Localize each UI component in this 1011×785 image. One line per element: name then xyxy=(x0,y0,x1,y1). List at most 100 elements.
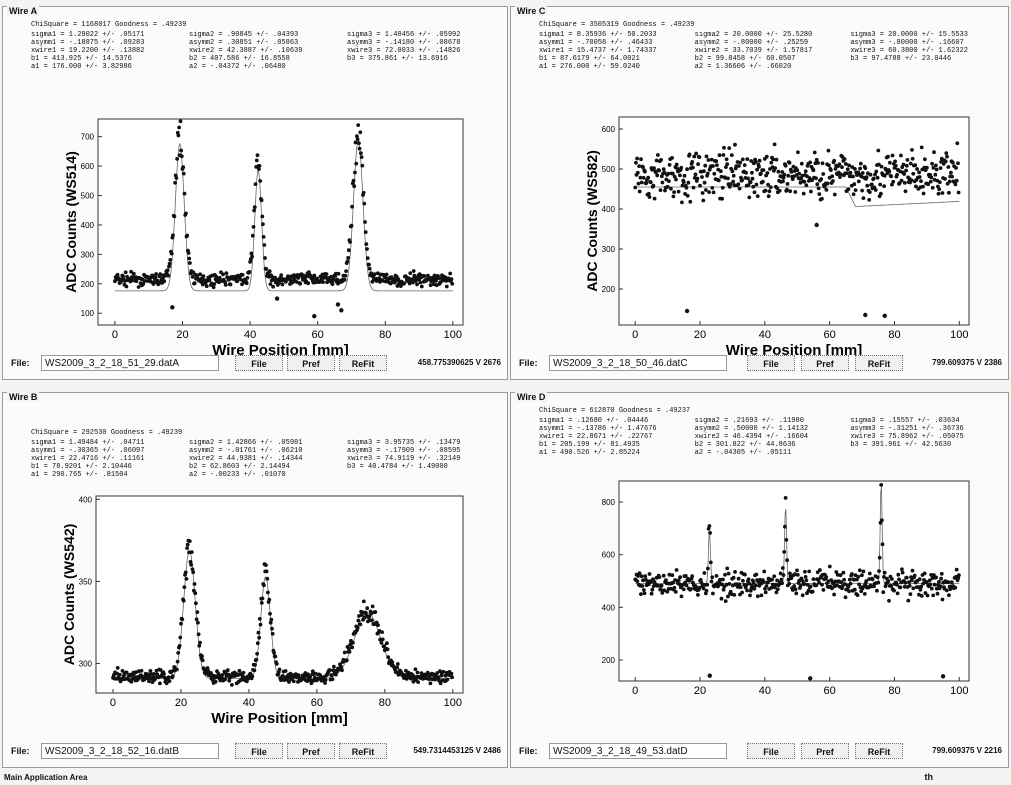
data-point xyxy=(937,580,941,584)
data-point xyxy=(363,230,368,235)
pref-button[interactable]: Pref xyxy=(287,743,335,759)
file-button[interactable]: File xyxy=(235,355,283,371)
file-name-field[interactable]: WS2009_3_2_18_52_16.datB xyxy=(41,743,219,759)
data-point xyxy=(367,614,372,619)
data-point xyxy=(803,575,808,579)
data-point xyxy=(659,583,664,588)
data-point xyxy=(776,169,781,174)
data-point xyxy=(868,172,873,177)
y-tick-label: 350 xyxy=(79,577,93,586)
data-point xyxy=(312,273,317,278)
data-point xyxy=(947,179,952,184)
data-points xyxy=(633,483,961,681)
refit-button[interactable]: ReFit xyxy=(855,743,903,759)
data-point xyxy=(821,172,826,176)
data-point xyxy=(833,579,838,584)
data-point xyxy=(874,169,879,174)
data-point xyxy=(358,622,363,627)
data-point xyxy=(353,170,357,175)
data-point xyxy=(919,145,924,150)
data-point xyxy=(211,285,216,290)
data-point xyxy=(748,180,753,185)
data-point xyxy=(636,574,640,578)
pref-button[interactable]: Pref xyxy=(287,355,335,371)
data-point xyxy=(166,675,171,680)
data-point xyxy=(680,200,684,205)
data-point xyxy=(778,571,783,576)
data-point xyxy=(761,168,766,173)
data-point xyxy=(223,677,228,682)
pref-button[interactable]: Pref xyxy=(801,355,849,371)
file-button[interactable]: File xyxy=(747,355,795,371)
x-tick-label: 0 xyxy=(112,329,118,341)
data-point xyxy=(158,681,162,686)
data-point xyxy=(670,171,675,176)
file-name-field[interactable]: WS2009_3_2_18_49_53.datD xyxy=(549,743,727,759)
data-point xyxy=(654,170,658,175)
data-point xyxy=(262,583,266,588)
data-point xyxy=(935,591,940,596)
data-point xyxy=(239,677,244,682)
data-point xyxy=(190,275,195,279)
data-point xyxy=(808,584,813,589)
file-name-field[interactable]: WS2009_3_2_18_50_46.datC xyxy=(549,355,727,371)
data-point xyxy=(660,180,665,185)
data-point xyxy=(198,272,203,277)
data-point xyxy=(936,191,941,196)
data-point xyxy=(264,267,269,271)
data-point xyxy=(858,161,863,166)
fit-parameters: ChiSquare = 3505319 Goodness = .49239 si… xyxy=(539,21,992,71)
data-point xyxy=(170,674,175,678)
data-point xyxy=(757,164,761,169)
data-point xyxy=(257,167,261,172)
data-point xyxy=(279,273,284,277)
data-point xyxy=(775,587,780,592)
data-point xyxy=(861,569,866,574)
file-button[interactable]: File xyxy=(747,743,795,759)
data-point xyxy=(751,184,756,189)
file-button[interactable]: File xyxy=(235,743,283,759)
data-point xyxy=(743,572,747,577)
pref-button[interactable]: Pref xyxy=(801,743,849,759)
data-point xyxy=(253,663,257,667)
data-point xyxy=(721,153,726,157)
refit-button[interactable]: ReFit xyxy=(855,355,903,371)
data-point xyxy=(750,176,755,181)
data-point xyxy=(810,589,815,594)
data-point xyxy=(898,585,903,590)
data-point xyxy=(867,198,872,202)
data-point xyxy=(934,575,938,580)
data-point xyxy=(370,618,374,623)
data-point xyxy=(707,190,711,195)
data-point xyxy=(751,580,756,585)
data-point xyxy=(369,611,374,616)
data-point xyxy=(637,164,641,169)
file-name-field[interactable]: WS2009_3_2_18_51_29.datA xyxy=(41,355,219,371)
data-point xyxy=(895,582,899,587)
y-tick-label: 300 xyxy=(602,245,616,254)
data-point xyxy=(395,665,399,670)
data-point xyxy=(915,167,919,171)
data-point xyxy=(408,271,413,275)
data-point xyxy=(185,542,190,547)
data-point xyxy=(665,184,670,189)
data-point xyxy=(342,277,347,282)
data-point xyxy=(263,256,267,260)
refit-button[interactable]: ReFit xyxy=(339,743,387,759)
data-point xyxy=(323,681,327,685)
data-point xyxy=(350,645,355,650)
data-point xyxy=(639,157,643,162)
file-label: File: xyxy=(519,746,538,756)
data-point xyxy=(402,281,407,286)
data-point xyxy=(183,570,188,575)
data-point xyxy=(701,198,706,203)
data-point xyxy=(798,583,803,588)
fit-parameters: ChiSquare = 612870 Goodness = .49237 sig… xyxy=(539,407,992,457)
panel-wire-d: Wire D ChiSquare = 612870 Goodness = .49… xyxy=(510,392,1009,768)
data-point xyxy=(390,660,395,665)
refit-button[interactable]: ReFit xyxy=(339,355,387,371)
data-point xyxy=(364,242,369,247)
data-point xyxy=(877,162,881,167)
data-point xyxy=(346,256,350,260)
data-point xyxy=(708,560,713,565)
